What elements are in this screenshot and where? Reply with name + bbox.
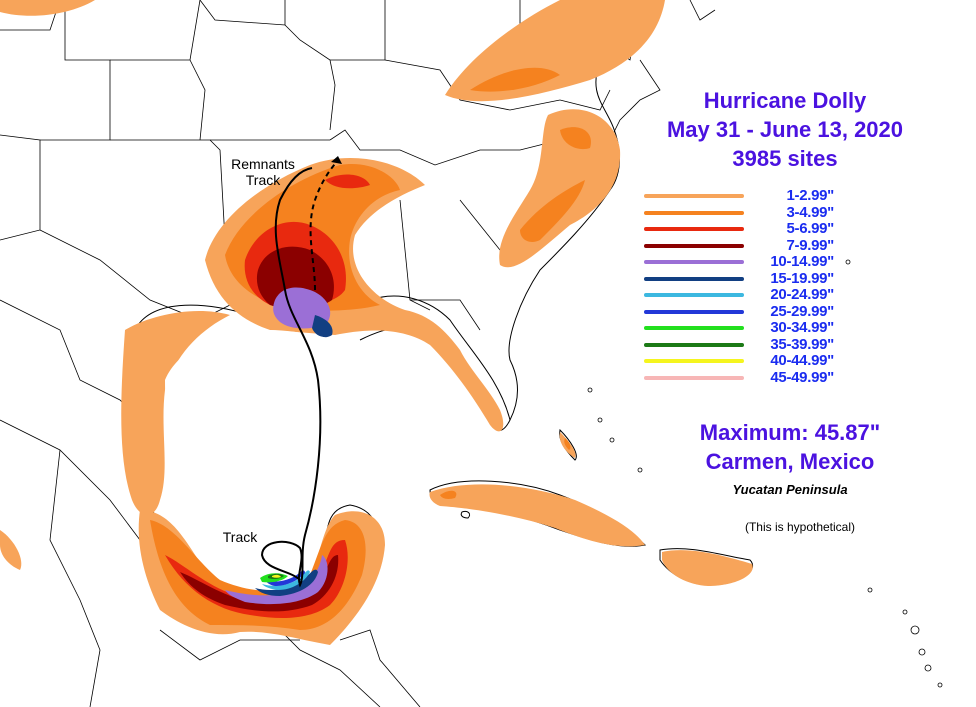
- remnants-track-label: Remnants Track: [218, 156, 308, 188]
- legend-row: 20-24.99": [640, 286, 840, 304]
- legend-swatch: [644, 210, 744, 215]
- maximum-region: Yucatan Peninsula: [732, 482, 848, 497]
- legend-swatch: [644, 359, 744, 363]
- remnants-label-line1: Remnants: [231, 156, 295, 172]
- remnants-label-line2: Track: [245, 172, 281, 188]
- legend-row: 7-9.99": [640, 236, 840, 255]
- legend-label: 40-44.99": [770, 352, 834, 369]
- legend-row: 10-14.99": [640, 253, 840, 271]
- legend-label: 1-2.99": [786, 187, 834, 204]
- maximum-location: Carmen, Mexico: [705, 449, 875, 474]
- legend-swatch: [644, 326, 744, 330]
- legend-swatch: [644, 309, 744, 314]
- rain-20-25: [262, 570, 310, 590]
- caribbean-islands: [587, 259, 943, 688]
- rainfall-contours: [0, 0, 753, 645]
- legend-row: 30-34.99": [640, 319, 840, 337]
- rain-40-45: [272, 574, 281, 578]
- legend-swatch: [644, 276, 744, 281]
- hypothetical-note: (This is hypothetical): [744, 520, 856, 534]
- track-label: Track: [222, 529, 258, 545]
- remnants-track: [309, 159, 339, 291]
- rainfall-legend: 1-2.99" 3-4.99" 5-6.99" 7-9.99" 10-14.99" 15-…: [636, 186, 844, 388]
- legend-row: 1-2.99": [640, 187, 840, 205]
- title-line3: 3985 sites: [732, 146, 838, 171]
- legend-swatch: [644, 243, 744, 248]
- legend-label: 15-19.99": [770, 269, 834, 287]
- legend-row: 40-44.99": [640, 352, 840, 370]
- legend-row: 45-49.99": [640, 368, 840, 387]
- legend-label: 5-6.99": [786, 220, 834, 237]
- legend-swatch: [644, 342, 744, 347]
- legend-swatch: [644, 227, 744, 231]
- legend-swatch: [644, 375, 744, 380]
- title-line1: Hurricane Dolly: [703, 88, 867, 113]
- legend-row: 15-19.99": [640, 269, 840, 288]
- gulf-of-mexico: [165, 330, 360, 544]
- title-line2: May 31 - June 13, 2020: [666, 117, 904, 142]
- legend-row: 3-4.99": [640, 203, 840, 222]
- legend-label: 45-49.99": [770, 368, 834, 386]
- legend-row: 5-6.99": [640, 220, 840, 238]
- legend-label: 25-29.99": [770, 302, 834, 320]
- rain-25-30: [266, 570, 305, 586]
- legend-label: 30-34.99": [770, 319, 834, 336]
- legend-row: 35-39.99": [640, 335, 840, 354]
- maximum-value: Maximum: 45.87": [699, 420, 881, 445]
- legend-swatch: [644, 260, 744, 264]
- legend-swatch: [644, 194, 744, 198]
- legend-label: 7-9.99": [786, 236, 834, 254]
- legend-label: 35-39.99": [770, 335, 834, 353]
- maximum-info: Maximum: 45.87" Carmen, Mexico: [665, 418, 915, 476]
- remnants-arrowhead: [331, 156, 342, 164]
- legend-label: 3-4.99": [786, 203, 834, 221]
- rain-15-20: [255, 315, 333, 596]
- legend-swatch: [644, 293, 744, 297]
- legend-row: 25-29.99": [640, 302, 840, 321]
- map-title: Hurricane Dolly May 31 - June 13, 2020 3…: [640, 86, 930, 173]
- legend-label: 20-24.99": [770, 286, 834, 303]
- hurricane-track: [260, 167, 322, 588]
- legend-label: 10-14.99": [770, 253, 834, 270]
